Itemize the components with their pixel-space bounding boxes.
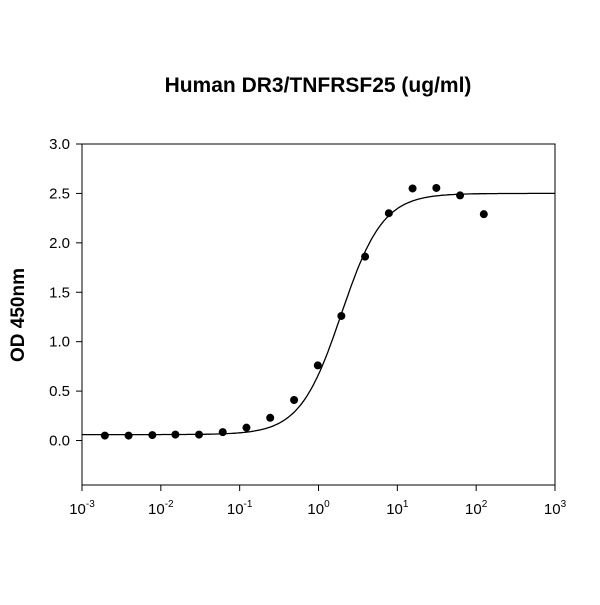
x-tick-label: 101	[386, 499, 409, 518]
y-tick-label: 3.0	[49, 136, 70, 153]
y-axis-label: OD 450nm	[8, 268, 29, 362]
y-tick-label: 0.5	[49, 383, 70, 400]
x-tick-label: 10-2	[148, 499, 174, 518]
y-tick-label: 1.5	[49, 284, 70, 301]
data-points	[100, 183, 488, 440]
data-point	[361, 252, 370, 261]
data-point	[456, 191, 465, 200]
data-point	[242, 423, 251, 432]
data-point	[337, 311, 346, 320]
x-tick-label: 103	[544, 499, 567, 518]
y-tick-label: 2.5	[49, 185, 70, 202]
data-point	[195, 430, 204, 439]
data-point	[100, 431, 109, 440]
x-tick-label: 10-3	[69, 499, 95, 518]
chart-title: Human DR3/TNFRSF25 (ug/ml)	[165, 74, 472, 97]
data-point	[290, 395, 299, 404]
x-tick-label: 10-1	[227, 499, 253, 518]
y-tick-label: 1.0	[49, 334, 70, 351]
data-point	[479, 210, 488, 219]
data-point	[313, 361, 322, 370]
data-point	[408, 184, 417, 193]
data-point	[432, 183, 441, 192]
data-point	[148, 431, 157, 440]
x-tick-label: 100	[307, 499, 330, 518]
data-point	[384, 209, 393, 218]
data-point	[171, 430, 180, 439]
x-tick-label: 102	[465, 499, 488, 518]
x-axis: 10-3 10-2 10-1 100 101 102 103	[69, 485, 567, 518]
data-point	[218, 428, 227, 437]
y-tick-label: 0.0	[49, 433, 70, 450]
y-tick-label: 2.0	[49, 235, 70, 252]
data-point	[124, 431, 133, 440]
fit-curve	[82, 192, 555, 436]
data-point	[266, 413, 275, 422]
y-axis: 0.0 0.5 1.0 1.5 2.0 2.5 3.0	[49, 136, 82, 450]
